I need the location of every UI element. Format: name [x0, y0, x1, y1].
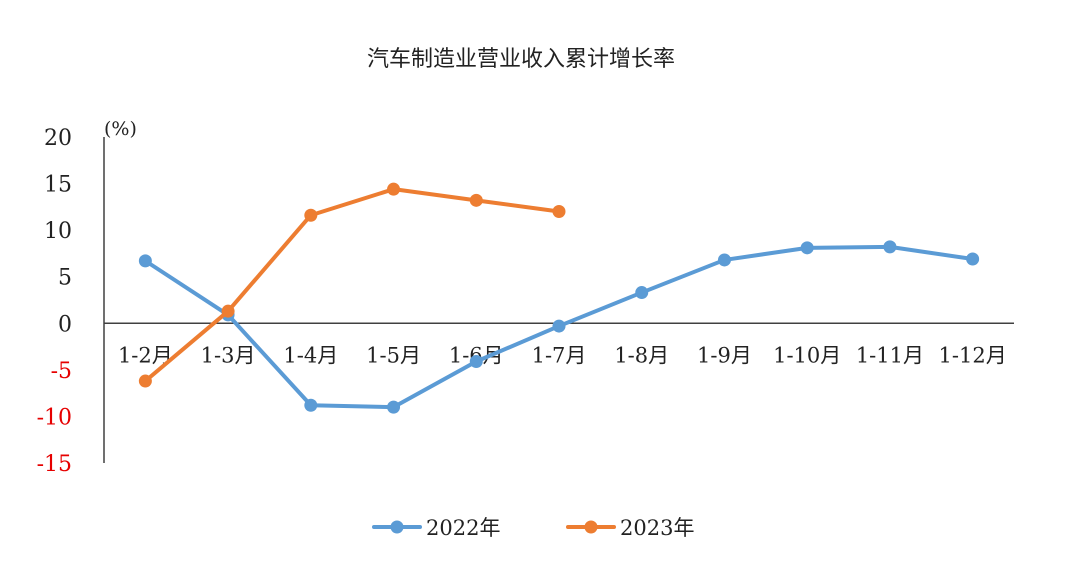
data-point [221, 304, 235, 318]
data-point [552, 319, 566, 333]
series-2023年 [138, 182, 566, 388]
y-tick-label: 0 [58, 312, 72, 337]
y-tick-label: -15 [37, 452, 72, 477]
legend-marker [584, 520, 598, 534]
data-point [138, 374, 152, 388]
x-category-label: 1-11月 [856, 343, 924, 367]
y-axis-unit-label: (%) [104, 118, 137, 140]
y-tick-label: 5 [58, 266, 72, 291]
y-tick-label: 15 [44, 173, 72, 198]
data-point [304, 398, 318, 412]
legend: 2022年 2023年 [372, 516, 694, 540]
data-point [138, 254, 152, 268]
y-tick-label: 10 [44, 219, 72, 244]
data-point [469, 193, 483, 207]
y-tick-label: -5 [51, 359, 72, 384]
x-category-label: 1-3月 [201, 343, 256, 367]
y-axis: 20 15 10 5 0 -5 -10 -15 [37, 126, 105, 477]
y-tick-label: 20 [44, 126, 72, 151]
legend-label: 2022年 [426, 516, 500, 540]
data-point [635, 286, 649, 300]
x-category-label: 1-7月 [532, 343, 587, 367]
data-point [717, 253, 731, 267]
x-category-label: 1-9月 [697, 343, 752, 367]
x-category-label: 1-5月 [366, 343, 421, 367]
data-point [469, 354, 483, 368]
data-point [883, 240, 897, 254]
series-line [143, 187, 561, 384]
x-axis: 1-2月1-3月1-4月1-5月1-6月1-7月1-8月1-9月1-10月1-1… [104, 322, 1014, 367]
x-category-label: 1-4月 [283, 343, 338, 367]
data-point [552, 205, 566, 219]
chart-title: 汽车制造业营业收入累计增长率 [367, 47, 675, 72]
series-group [138, 182, 980, 414]
legend-item: 2022年 [372, 516, 500, 540]
data-point [966, 252, 980, 266]
legend-marker [390, 520, 404, 534]
x-category-label: 1-10月 [773, 343, 841, 367]
x-category-label: 1-8月 [614, 343, 669, 367]
data-point [387, 400, 401, 414]
x-category-label: 1-12月 [939, 343, 1007, 367]
legend-label: 2023年 [620, 516, 694, 540]
data-point [387, 182, 401, 196]
legend-item: 2023年 [566, 516, 694, 540]
data-point [800, 241, 814, 255]
data-point [304, 208, 318, 222]
y-tick-label: -10 [37, 405, 72, 430]
